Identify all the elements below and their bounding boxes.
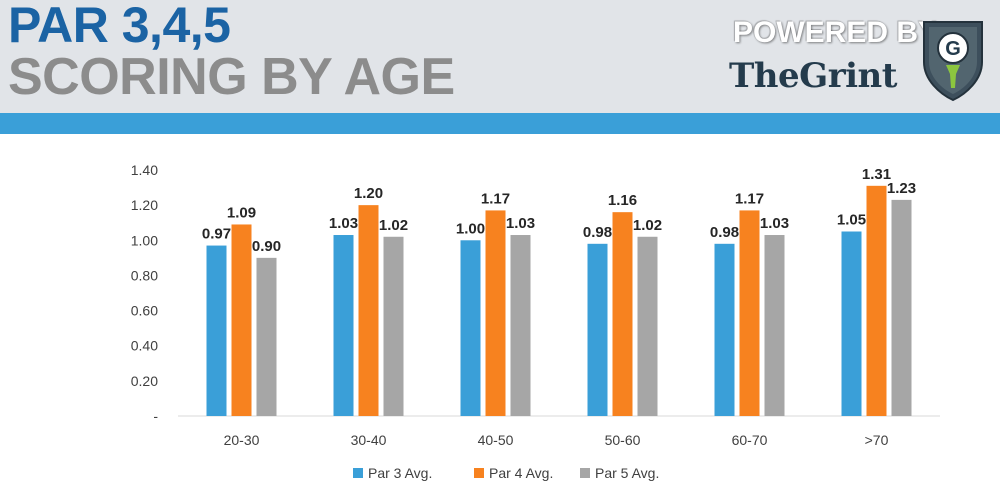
data-label: 1.09	[227, 204, 256, 221]
y-tick-label: 1.40	[131, 162, 158, 178]
y-tick-label: 0.60	[131, 303, 158, 319]
bar	[485, 210, 506, 416]
legend-label: Par 3 Avg.	[368, 465, 432, 481]
header-banner: PAR 3,4,5 SCORING BY AGE POWERED BY: The…	[0, 0, 1000, 113]
thegrint-logo-icon: G	[923, 21, 983, 102]
data-label: 1.23	[887, 180, 916, 197]
x-tick-label: 40-50	[478, 432, 514, 448]
header-accent-bar	[0, 113, 1000, 134]
data-label: 1.03	[506, 215, 535, 232]
bar	[206, 245, 227, 416]
data-label: 1.00	[456, 220, 485, 237]
y-tick-label: 0.20	[131, 373, 158, 389]
legend-swatch	[580, 468, 590, 478]
bar-series	[206, 185, 912, 416]
bar	[510, 235, 531, 416]
bar	[231, 224, 252, 416]
data-label: 0.90	[252, 238, 281, 255]
bar	[612, 212, 633, 416]
y-tick-label: 0.80	[131, 267, 158, 283]
data-label: 1.16	[608, 192, 637, 209]
data-label: 1.03	[329, 215, 358, 232]
bar	[841, 231, 862, 416]
x-tick-label: >70	[865, 432, 889, 448]
legend-label: Par 4 Avg.	[489, 465, 553, 481]
powered-by-label: POWERED BY:	[733, 16, 946, 49]
bar	[383, 236, 404, 416]
page-subtitle: SCORING BY AGE	[8, 48, 455, 106]
data-label: 1.17	[481, 190, 510, 207]
data-label: 1.31	[862, 166, 891, 183]
bar	[739, 210, 760, 416]
x-tick-label: 30-40	[351, 432, 387, 448]
data-label: 1.20	[354, 185, 383, 202]
bar-chart: -0.200.400.600.801.001.201.40 0.971.090.…	[131, 162, 940, 481]
y-tick-label: -	[153, 408, 158, 424]
data-label: 1.02	[633, 217, 662, 234]
bar	[333, 235, 354, 416]
y-axis: - 0.20 0.40 0.60 0.80 1.00 1.20 1.40	[131, 162, 159, 424]
x-tick-label: 50-60	[605, 432, 641, 448]
y-tick-label: 0.40	[131, 338, 158, 354]
bar	[714, 243, 735, 416]
bar	[256, 257, 277, 416]
data-labels: 0.97 1.09 0.90 1.03 1.20 1.02 1.00 1.17 1.03 0.98…	[202, 166, 916, 255]
logo-letter: G	[945, 38, 961, 60]
data-label: 0.98	[710, 224, 739, 241]
y-tick-label: 1.20	[131, 197, 158, 213]
data-label: 1.17	[735, 190, 764, 207]
brand-name: TheGrint	[729, 56, 897, 96]
data-label: 0.98	[583, 224, 612, 241]
page-title: PAR 3,4,5	[8, 0, 231, 53]
legend-label: Par 5 Avg.	[595, 465, 659, 481]
chart-legend: Par 3 Avg. Par 4 Avg. Par 5 Avg.	[353, 465, 659, 481]
bar	[358, 205, 379, 416]
bar	[891, 199, 912, 416]
x-axis: 20-30 30-40 40-50 50-60 60-70 >70	[224, 432, 889, 448]
x-tick-label: 20-30	[224, 432, 260, 448]
x-tick-label: 60-70	[732, 432, 768, 448]
data-label: 0.97	[202, 226, 231, 243]
legend-swatch	[353, 468, 363, 478]
data-label: 1.02	[379, 217, 408, 234]
data-label: 1.05	[837, 212, 866, 229]
data-label: 1.03	[760, 215, 789, 232]
bar	[587, 243, 608, 416]
bar	[764, 235, 785, 416]
bar	[460, 240, 481, 416]
legend-swatch	[474, 468, 484, 478]
bar	[866, 185, 887, 416]
bar	[637, 236, 658, 416]
y-tick-label: 1.00	[131, 232, 158, 248]
